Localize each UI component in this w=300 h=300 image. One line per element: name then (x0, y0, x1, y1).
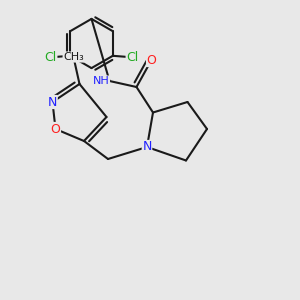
Text: N: N (142, 140, 152, 154)
Text: CH₃: CH₃ (63, 52, 84, 62)
Text: NH: NH (93, 76, 110, 86)
Text: Cl: Cl (126, 51, 138, 64)
Text: O: O (51, 122, 60, 136)
Text: Cl: Cl (45, 51, 57, 64)
Text: N: N (48, 95, 57, 109)
Text: O: O (147, 53, 156, 67)
